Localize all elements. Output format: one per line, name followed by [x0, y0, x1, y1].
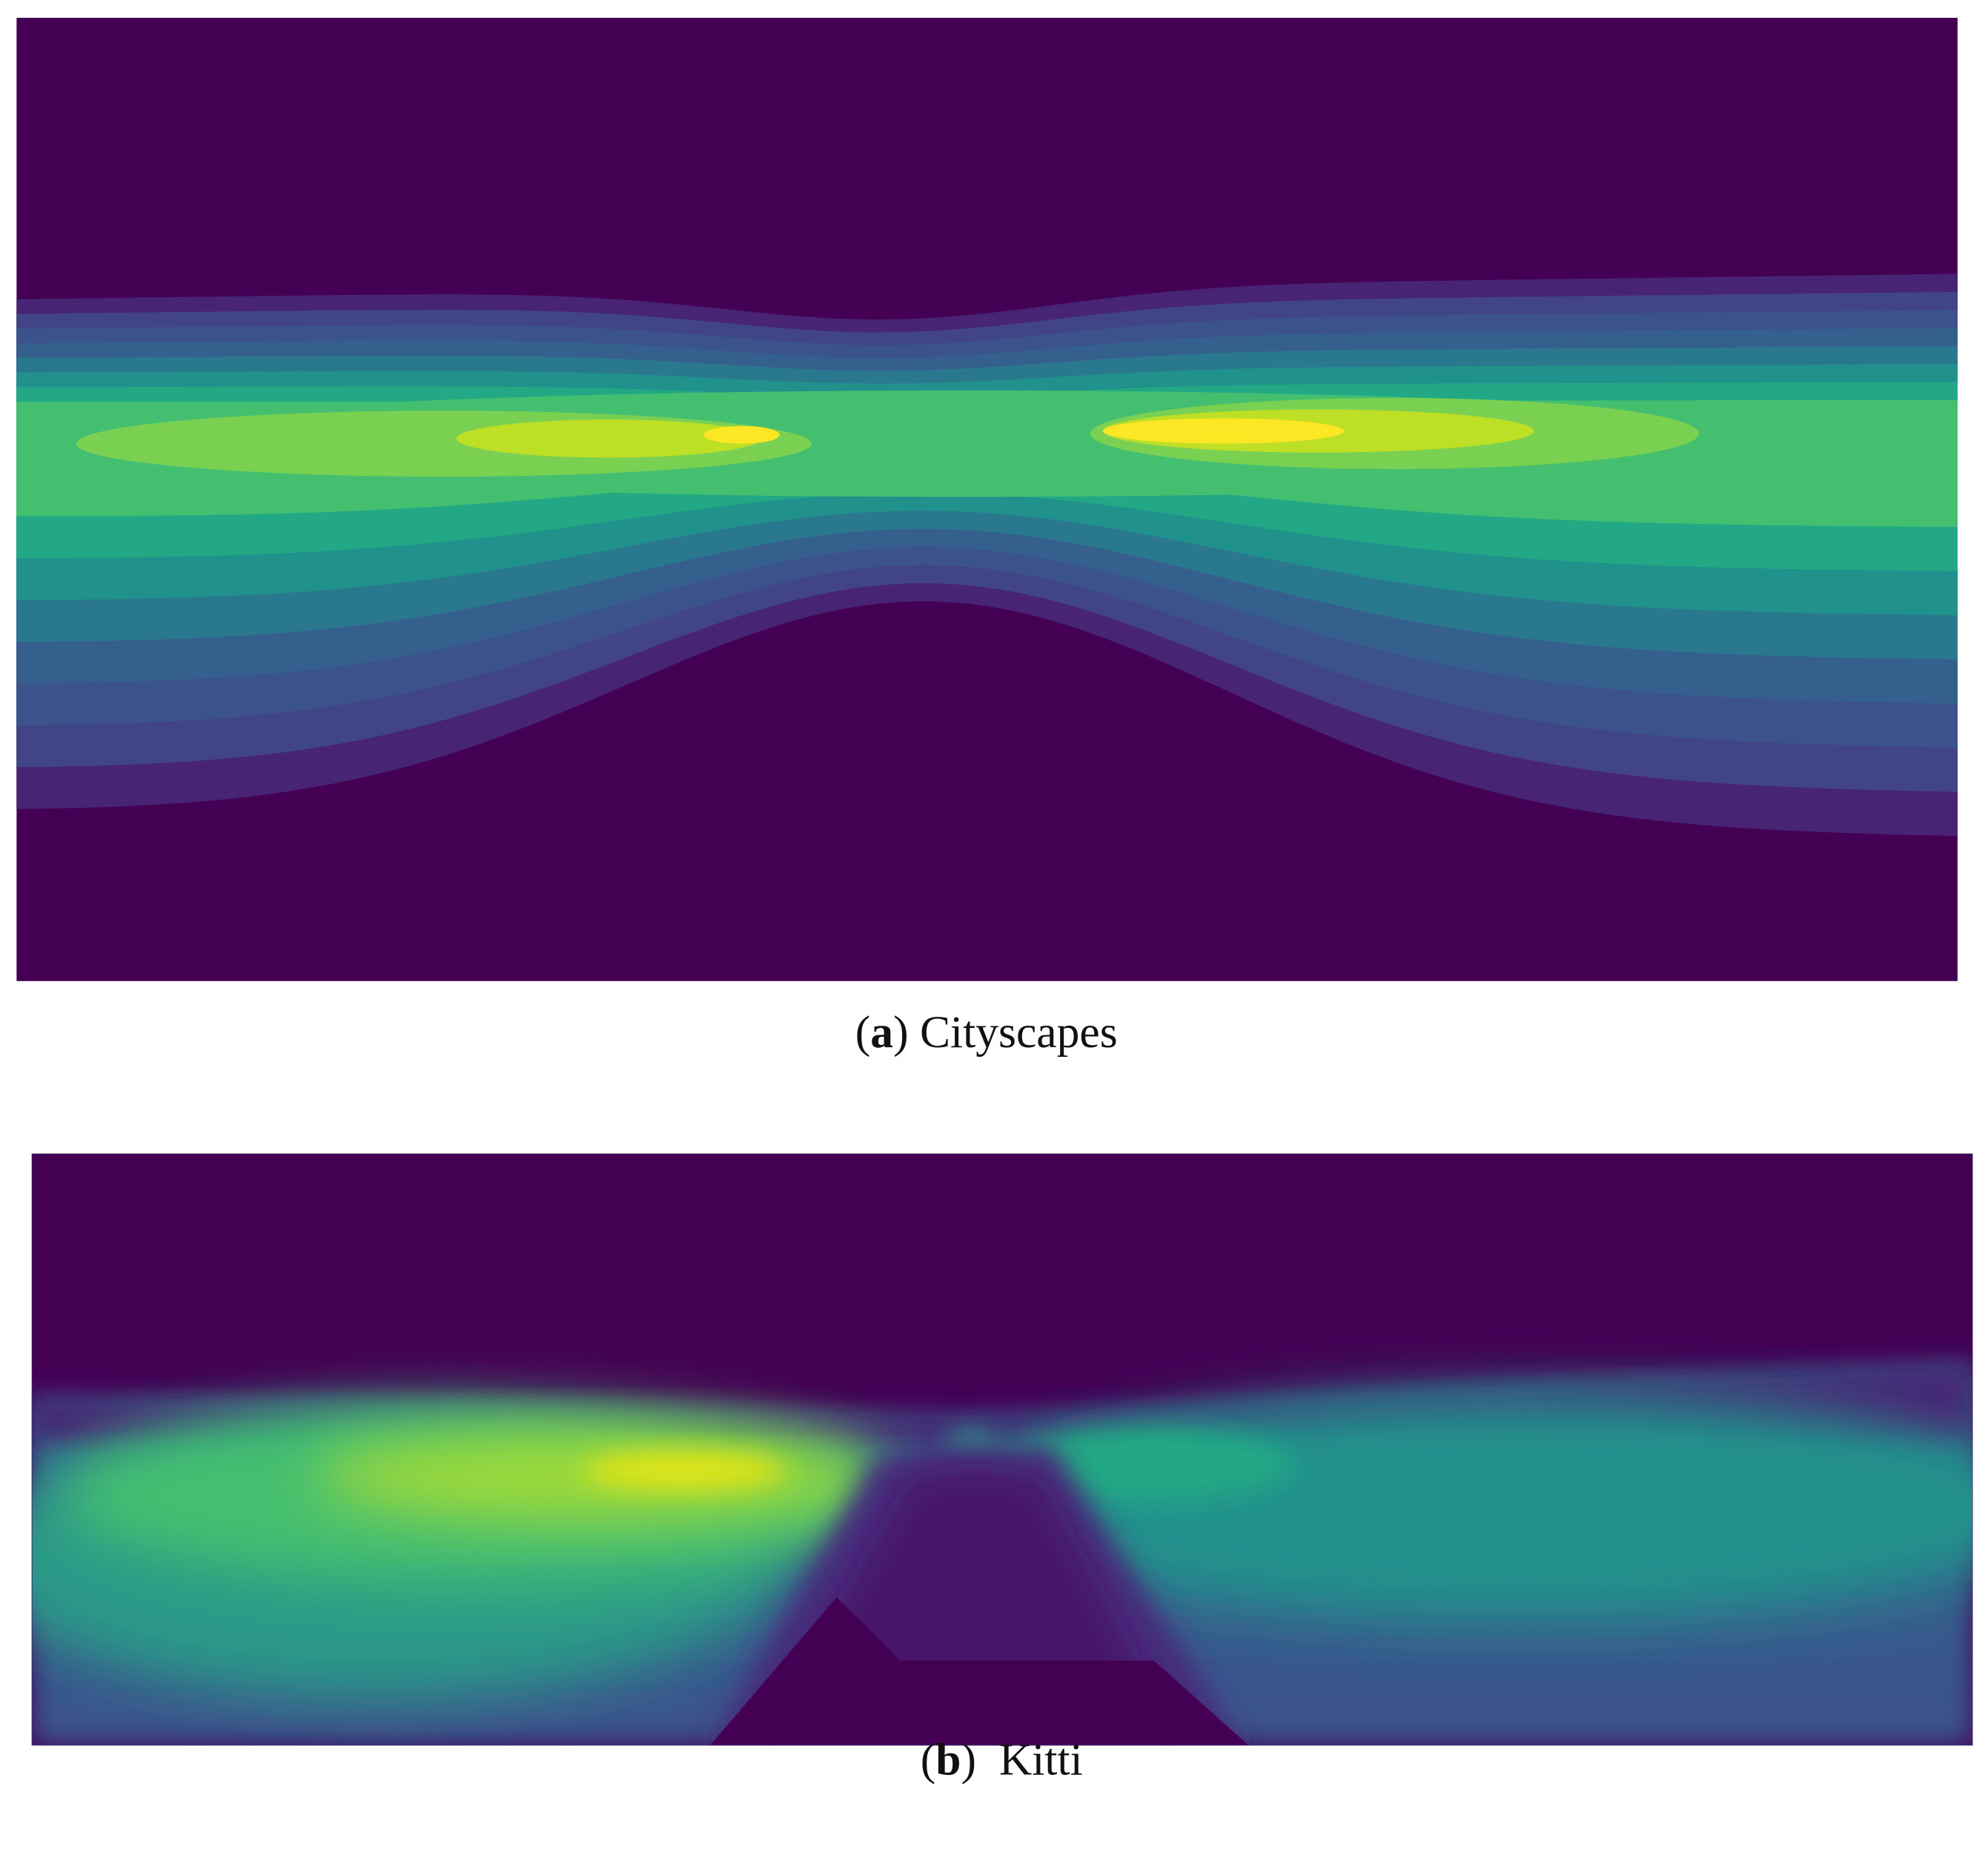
caption-text: ) Kitti	[961, 1735, 1083, 1785]
caption-label: a	[870, 1007, 893, 1058]
kitti-heatmap	[31, 1153, 1973, 1746]
contour-band	[456, 419, 761, 458]
contour-band	[1103, 418, 1345, 444]
caption-open: (	[921, 1735, 936, 1785]
cityscapes-heatmap	[16, 17, 1958, 981]
caption-text: ) Cityscapes	[893, 1007, 1118, 1058]
caption: (b) Kitti	[921, 1735, 1083, 1785]
caption-open: (	[855, 1007, 871, 1058]
caption-label: b	[935, 1735, 961, 1785]
contour-band	[703, 425, 780, 444]
caption: (a) Cityscapes	[855, 1007, 1118, 1058]
